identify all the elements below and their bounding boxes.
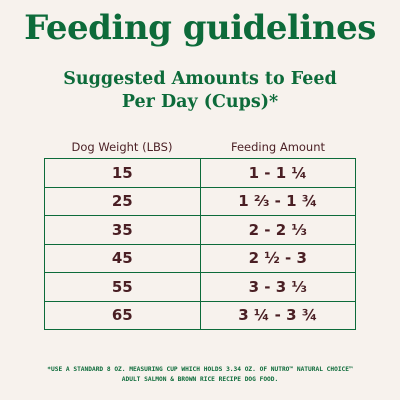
weight-cell: 35	[44, 215, 201, 245]
weight-cell: 45	[44, 243, 201, 273]
footnote-line-2: Adult Salmon & Brown Rice Recipe Dog Foo…	[121, 376, 279, 383]
subtitle: Suggested Amounts to Feed Per Day (Cups)…	[0, 68, 400, 114]
table-row: 35 2 - 2 ⅓	[44, 215, 356, 245]
table-row: 65 3 ¼ - 3 ¾	[44, 300, 356, 330]
weight-cell: 15	[44, 158, 201, 188]
table-header: Dog Weight (LBS) Feeding Amount	[44, 140, 356, 154]
footnote-line-1: *Use a standard 8 oz. measuring cup whic…	[47, 366, 353, 373]
amount-cell: 3 ¼ - 3 ¾	[199, 300, 356, 330]
amount-cell: 2 - 2 ⅓	[199, 215, 356, 245]
weight-cell: 55	[44, 272, 201, 302]
header-feeding-amount: Feeding Amount	[230, 140, 326, 154]
table-row: 55 3 - 3 ⅓	[44, 272, 356, 302]
subtitle-line-1: Suggested Amounts to Feed	[63, 69, 337, 89]
table-row: 25 1 ⅔ - 1 ¾	[44, 186, 356, 216]
amount-cell: 1 ⅔ - 1 ¾	[199, 186, 356, 216]
subtitle-line-2: Per Day (Cups)*	[121, 92, 279, 112]
weight-cell: 65	[44, 300, 201, 330]
amount-cell: 1 - 1 ¼	[199, 158, 356, 188]
amount-cell: 2 ½ - 3	[199, 243, 356, 273]
header-dog-weight: Dog Weight (LBS)	[71, 140, 173, 154]
page-title: Feeding guidelines	[24, 8, 376, 48]
weight-cell: 25	[44, 186, 201, 216]
table-row: 45 2 ½ - 3	[44, 243, 356, 273]
amount-cell: 3 - 3 ⅓	[199, 272, 356, 302]
feeding-table: 15 1 - 1 ¼ 25 1 ⅔ - 1 ¾ 35 2 - 2 ⅓ 45 2 …	[44, 158, 356, 330]
table-row: 15 1 - 1 ¼	[44, 158, 356, 188]
footnote: *Use a standard 8 oz. measuring cup whic…	[20, 365, 380, 385]
